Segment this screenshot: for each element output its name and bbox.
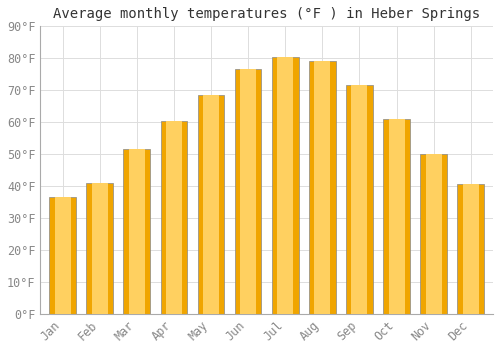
Bar [352, 85, 368, 314]
Bar [346, 85, 373, 314]
Bar [463, 184, 479, 314]
Bar [54, 197, 70, 314]
Bar [203, 95, 219, 314]
Bar [277, 57, 293, 314]
Bar [124, 149, 150, 314]
Bar [383, 119, 410, 314]
Bar [458, 184, 484, 314]
Bar [314, 62, 330, 314]
Bar [235, 69, 262, 314]
Bar [309, 62, 336, 314]
Bar [92, 183, 108, 314]
Bar [129, 149, 145, 314]
Bar [426, 154, 442, 314]
Bar [420, 154, 447, 314]
Bar [198, 95, 224, 314]
Title: Average monthly temperatures (°F ) in Heber Springs: Average monthly temperatures (°F ) in He… [53, 7, 480, 21]
Bar [240, 69, 256, 314]
Bar [86, 183, 113, 314]
Bar [49, 197, 76, 314]
Bar [388, 119, 404, 314]
Bar [272, 57, 298, 314]
Bar [166, 120, 182, 314]
Bar [160, 120, 188, 314]
